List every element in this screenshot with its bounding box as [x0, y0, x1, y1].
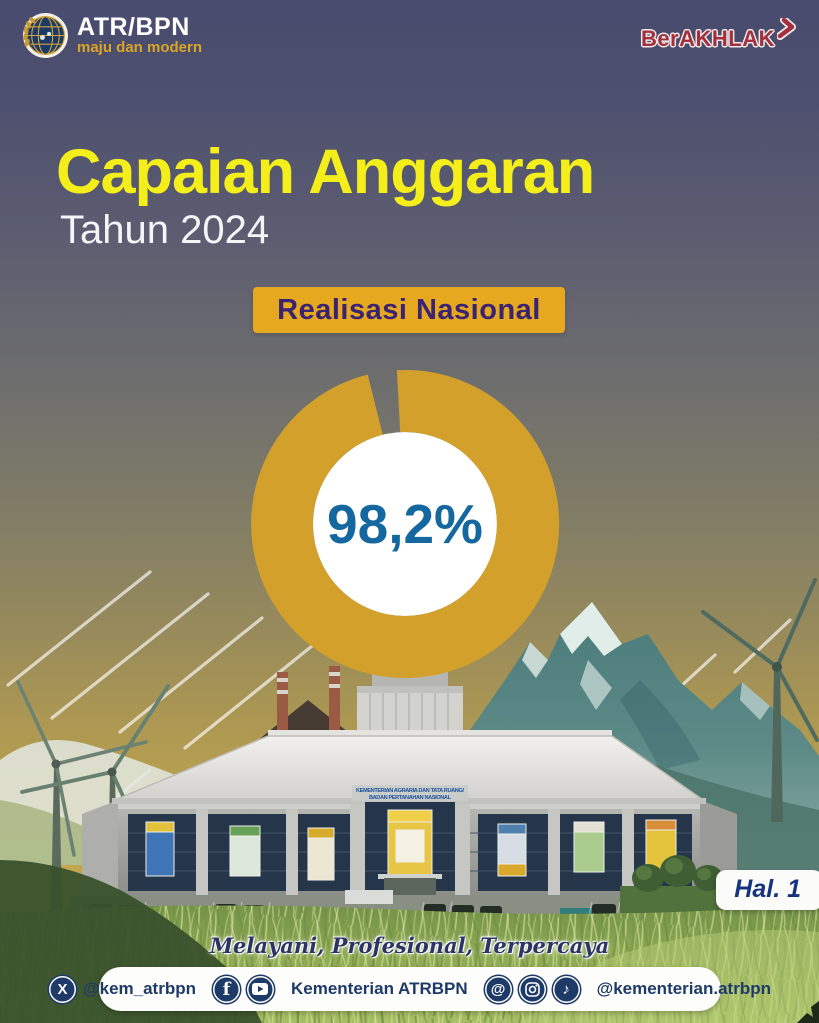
donut-center-value: 98,2% [327, 493, 483, 555]
logo-title: ATR/BPN [77, 12, 190, 41]
building-sign-line1: KEMENTERIAN AGRARIA DAN TATA RUANG/ [356, 788, 464, 794]
tiktok-icon: ♪ [552, 975, 580, 1003]
berakhlak-text: BerAKHLAK [640, 26, 775, 51]
facade-banners [145, 809, 677, 881]
wind-turbine-right [701, 578, 819, 822]
donut-ring [251, 369, 560, 678]
corner-leaf-shape [797, 1001, 819, 1023]
threads-icon: @ [484, 975, 512, 1003]
scene-illustration: KEMENTERIAN AGRARIA DAN TATA RUANG/ BADA… [0, 570, 819, 1023]
official-account-name: Kementerian ATRBPN [290, 979, 468, 998]
motto-tagline: Melayani, Profesional, Terpercaya [209, 933, 610, 958]
berakhlak-arrow-icon [777, 18, 796, 40]
atrbpn-logo-icon [23, 13, 68, 58]
youtube-icon [246, 975, 274, 1003]
donut-hole [313, 432, 497, 616]
ministry-building: KEMENTERIAN AGRARIA DAN TATA RUANG/ BADA… [82, 660, 737, 895]
berakhlak-logo: BerAKHLAK [640, 18, 797, 52]
realisasi-nasional-badge: Realisasi Nasional [253, 287, 565, 333]
logo-subtitle: maju dan modern [77, 38, 203, 56]
x-twitter-icon: X [49, 975, 77, 1003]
building-sign-line2: BADAN PERTANAHAN NASIONAL [369, 795, 452, 801]
donut-chart [251, 369, 560, 678]
instagram-icon [518, 975, 546, 1003]
facebook-icon: f [212, 975, 240, 1003]
page-title: Capaian Anggaran [56, 137, 595, 207]
atrbpn-logo: ATR/BPN maju dan modern [22, 12, 202, 59]
page-number-badge: Hal. 1 [716, 870, 819, 910]
page-subtitle: Tahun 2024 [60, 208, 270, 252]
instagram-handle: @kementerian.atrbpn [596, 979, 771, 998]
wheat-icon [23, 17, 36, 47]
social-media-bar: X @kem_atrbpn f Kementerian ATRBPN @ ♪ @… [49, 967, 771, 1011]
twitter-handle: @kem_atrbpn [83, 979, 196, 998]
